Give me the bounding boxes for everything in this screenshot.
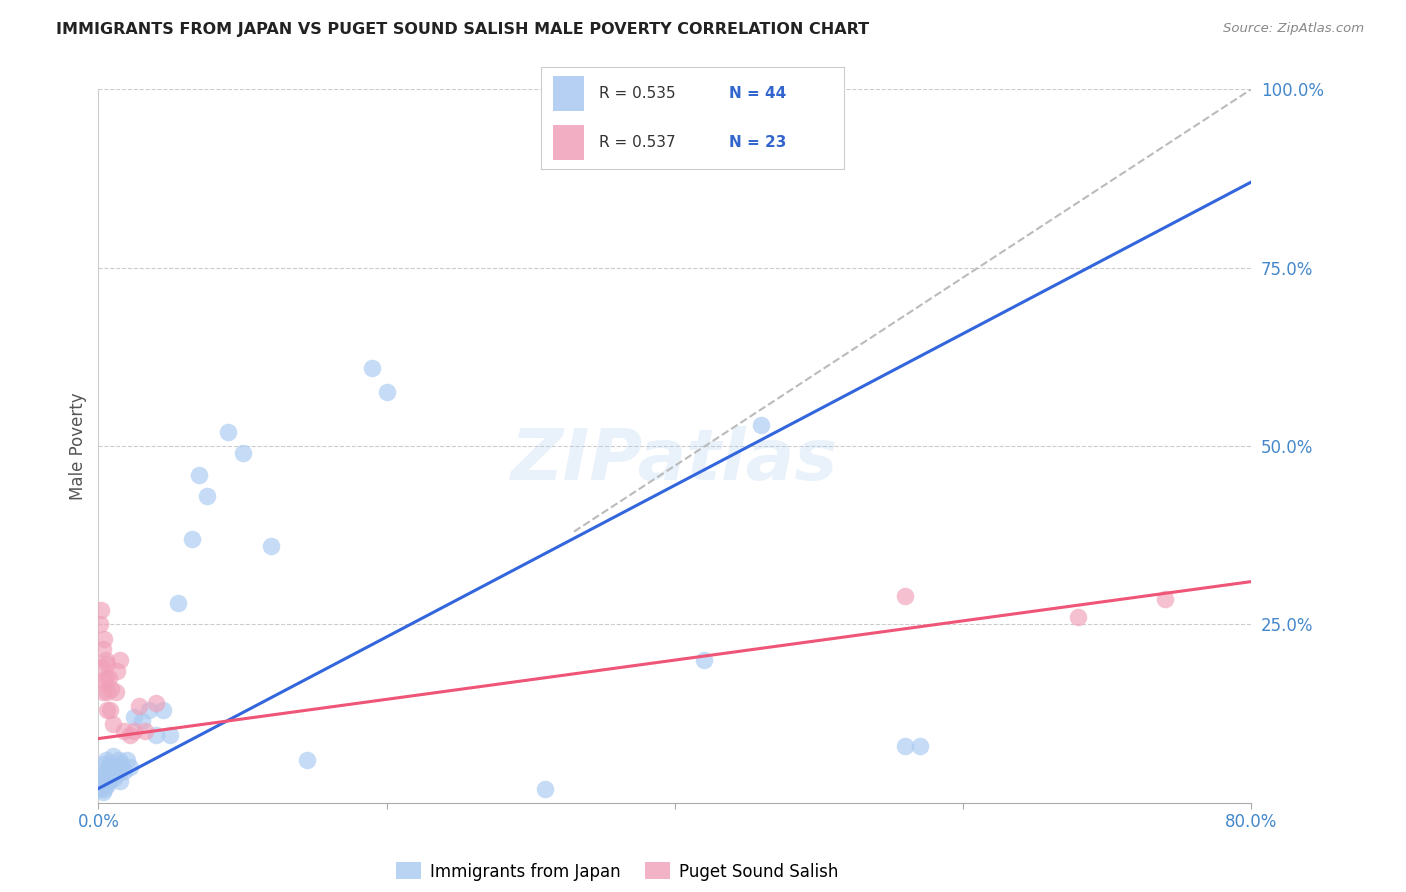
Point xyxy=(751,417,773,432)
Point xyxy=(112,724,135,739)
Point xyxy=(104,760,127,774)
Point xyxy=(145,728,167,742)
Point xyxy=(103,771,125,785)
Point xyxy=(107,753,129,767)
Point xyxy=(91,685,114,699)
Point xyxy=(93,781,115,796)
Point xyxy=(1153,592,1175,607)
Point xyxy=(166,596,188,610)
Y-axis label: Male Poverty: Male Poverty xyxy=(69,392,87,500)
Text: N = 23: N = 23 xyxy=(728,136,786,151)
Point xyxy=(145,696,167,710)
Point xyxy=(90,778,112,792)
Point xyxy=(297,753,319,767)
Point xyxy=(108,774,131,789)
Point xyxy=(120,728,142,742)
Text: R = 0.537: R = 0.537 xyxy=(599,136,675,151)
Point xyxy=(152,703,174,717)
Point xyxy=(98,703,121,717)
Point xyxy=(91,642,114,657)
Point xyxy=(195,489,218,503)
Point xyxy=(96,703,118,717)
Point xyxy=(91,771,114,785)
FancyBboxPatch shape xyxy=(554,76,583,111)
Point xyxy=(124,710,146,724)
Point xyxy=(101,749,124,764)
Point xyxy=(693,653,716,667)
Point xyxy=(105,664,128,678)
Point xyxy=(231,446,254,460)
Point xyxy=(94,671,117,685)
Point xyxy=(98,771,121,785)
Point xyxy=(96,764,118,778)
Point xyxy=(117,753,139,767)
Point xyxy=(96,685,118,699)
Point xyxy=(93,674,115,689)
Point xyxy=(110,756,132,771)
Point xyxy=(94,774,117,789)
Point xyxy=(90,660,112,674)
Point xyxy=(105,767,128,781)
Point xyxy=(91,785,114,799)
Point xyxy=(100,681,122,696)
Text: R = 0.535: R = 0.535 xyxy=(599,86,675,101)
Point xyxy=(108,653,131,667)
Point xyxy=(93,632,115,646)
Point xyxy=(217,425,239,439)
Point xyxy=(894,739,917,753)
Point xyxy=(97,671,120,685)
Point xyxy=(159,728,181,742)
Text: ZIPatlas: ZIPatlas xyxy=(512,425,838,495)
Text: Source: ZipAtlas.com: Source: ZipAtlas.com xyxy=(1223,22,1364,36)
Point xyxy=(101,717,124,731)
Point xyxy=(112,764,135,778)
Text: IMMIGRANTS FROM JAPAN VS PUGET SOUND SALISH MALE POVERTY CORRELATION CHART: IMMIGRANTS FROM JAPAN VS PUGET SOUND SAL… xyxy=(56,22,869,37)
Text: N = 44: N = 44 xyxy=(728,86,786,101)
Point xyxy=(181,532,204,546)
Point xyxy=(89,781,111,796)
Point xyxy=(120,760,142,774)
Legend: Immigrants from Japan, Puget Sound Salish: Immigrants from Japan, Puget Sound Salis… xyxy=(389,855,845,888)
Point xyxy=(1067,610,1090,624)
Point xyxy=(131,714,153,728)
Point xyxy=(96,657,118,671)
Point xyxy=(89,617,111,632)
Point xyxy=(188,467,211,482)
Point xyxy=(94,753,117,767)
Point xyxy=(93,756,115,771)
FancyBboxPatch shape xyxy=(554,126,583,161)
Point xyxy=(138,703,160,717)
Point xyxy=(104,685,127,699)
Point xyxy=(134,724,156,739)
Point xyxy=(124,724,146,739)
Point xyxy=(361,360,384,375)
Point xyxy=(375,385,398,400)
Point xyxy=(534,781,557,796)
Point xyxy=(894,589,917,603)
Point xyxy=(101,764,124,778)
Point xyxy=(97,774,120,789)
Point xyxy=(97,760,120,774)
Point xyxy=(260,539,283,553)
Point xyxy=(100,767,122,781)
Point xyxy=(98,756,121,771)
Point xyxy=(96,778,118,792)
Point xyxy=(90,603,112,617)
Point xyxy=(90,767,112,781)
Point xyxy=(908,739,931,753)
Point xyxy=(128,699,150,714)
Point xyxy=(94,653,117,667)
